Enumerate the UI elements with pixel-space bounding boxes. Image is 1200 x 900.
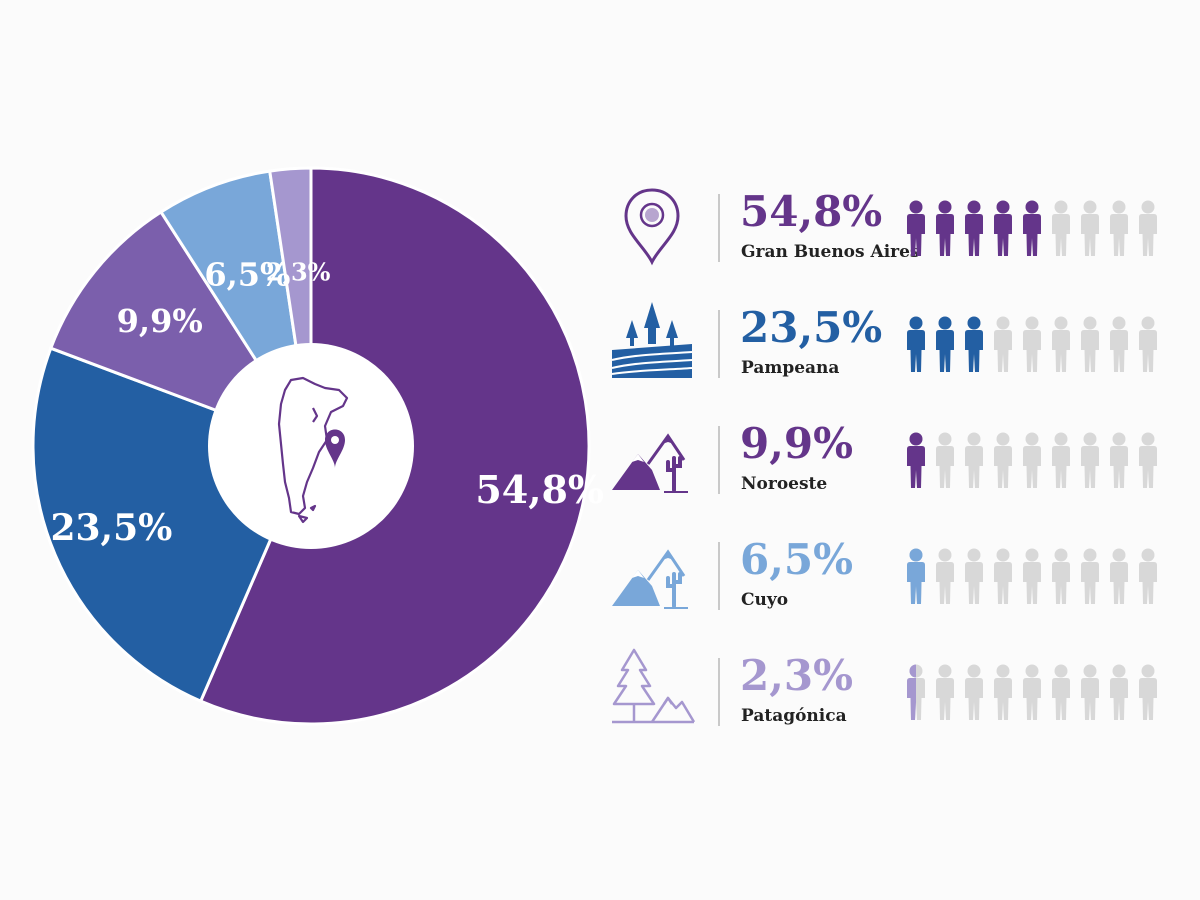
- legend-row: 9,9% Noroeste: [600, 404, 1180, 520]
- person-icon: [1107, 432, 1131, 488]
- location-pin-icon: [608, 182, 696, 266]
- person-icon: [962, 548, 986, 604]
- region-label: Gran Buenos Aires: [741, 242, 920, 262]
- person-icon: [991, 432, 1015, 488]
- people-pictogram: [904, 664, 1168, 722]
- person-icon: [1136, 664, 1160, 720]
- person-icon: [1078, 432, 1102, 488]
- mountains-cactus-icon: [608, 414, 696, 498]
- person-icon: [1020, 200, 1044, 256]
- percentage-value: 2,3%: [740, 651, 853, 700]
- person-icon: [962, 432, 986, 488]
- mountains-cactus-icon: [608, 530, 696, 614]
- person-icon: [1020, 316, 1044, 372]
- slice-label: 9,9%: [117, 302, 203, 340]
- person-icon: [1078, 200, 1102, 256]
- people-pictogram: [904, 548, 1168, 606]
- region-label: Cuyo: [741, 590, 789, 610]
- percentage-value: 6,5%: [740, 535, 853, 584]
- person-icon: [1049, 548, 1073, 604]
- argentina-map-pin-icon: [277, 376, 349, 524]
- person-icon: [1020, 548, 1044, 604]
- center-disc: [208, 343, 414, 549]
- person-icon: [1107, 200, 1131, 256]
- person-icon: [1136, 200, 1160, 256]
- divider: [718, 194, 720, 262]
- donut-chart: 54,8% 23,5% 9,9%6,5%2,3%: [33, 168, 604, 724]
- person-icon: [1107, 664, 1131, 720]
- person-icon: [1020, 432, 1044, 488]
- person-icon: [962, 200, 986, 256]
- person-icon: [933, 316, 957, 372]
- slice-label: 6,5%: [204, 255, 290, 293]
- divider: [718, 310, 720, 378]
- person-icon: [933, 548, 957, 604]
- people-pictogram: [904, 200, 1168, 258]
- person-icon: [933, 664, 957, 720]
- person-icon: [1136, 548, 1160, 604]
- person-icon: [1049, 200, 1073, 256]
- legend-row: 2,3% Patagónica: [600, 636, 1180, 752]
- legend-row: 23,5% Pampeana: [600, 288, 1180, 404]
- person-icon: [904, 432, 928, 488]
- donut-labels: 54,8% 23,5% 9,9%6,5%2,3%: [50, 255, 604, 548]
- person-icon: [1107, 548, 1131, 604]
- person-icon: [904, 664, 928, 720]
- divider: [718, 658, 720, 726]
- person-icon: [1078, 316, 1102, 372]
- percentage-value: 23,5%: [740, 303, 883, 352]
- person-icon: [933, 200, 957, 256]
- slice-label: 54,8%: [475, 467, 604, 512]
- percentage-value: 54,8%: [740, 187, 883, 236]
- people-pictogram: [904, 432, 1168, 490]
- person-icon: [904, 316, 928, 372]
- divider: [718, 426, 720, 494]
- legend: 54,8% Gran Buenos Aires 23,5% Pampeana 9,9% N…: [600, 172, 1180, 752]
- slice-label: 23,5%: [50, 507, 172, 549]
- plains-trees-icon: [608, 298, 696, 382]
- person-icon: [1049, 432, 1073, 488]
- percentage-value: 9,9%: [740, 419, 853, 468]
- person-icon: [1136, 316, 1160, 372]
- person-icon: [1049, 316, 1073, 372]
- people-pictogram: [904, 316, 1168, 374]
- person-icon: [904, 200, 928, 256]
- person-icon: [962, 316, 986, 372]
- pine-mountains-icon: [608, 646, 696, 730]
- person-icon: [1049, 664, 1073, 720]
- person-icon: [933, 432, 957, 488]
- person-icon: [1078, 664, 1102, 720]
- person-icon: [991, 316, 1015, 372]
- person-icon: [991, 664, 1015, 720]
- person-icon: [1136, 432, 1160, 488]
- person-icon: [991, 200, 1015, 256]
- person-icon: [1107, 316, 1131, 372]
- legend-row: 54,8% Gran Buenos Aires: [600, 172, 1180, 288]
- region-label: Pampeana: [741, 358, 840, 378]
- person-icon: [1020, 664, 1044, 720]
- legend-row: 6,5% Cuyo: [600, 520, 1180, 636]
- region-label: Patagónica: [741, 706, 847, 726]
- divider: [718, 542, 720, 610]
- slice-label: 2,3%: [266, 258, 331, 287]
- person-icon: [962, 664, 986, 720]
- person-icon: [1078, 548, 1102, 604]
- region-label: Noroeste: [741, 474, 828, 494]
- person-icon: [991, 548, 1015, 604]
- person-icon: [904, 548, 928, 604]
